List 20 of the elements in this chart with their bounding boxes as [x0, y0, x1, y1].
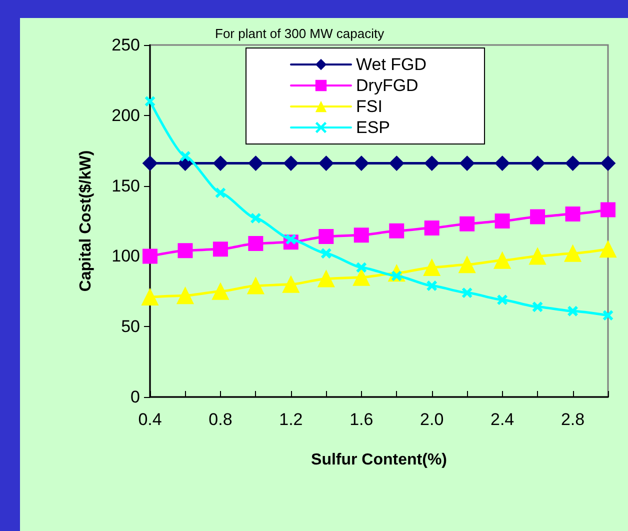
- y-tick-label: 100: [112, 246, 140, 266]
- y-axis-title: Capital Cost($/kW): [78, 150, 94, 292]
- x-tick-label: 2.0: [420, 410, 444, 429]
- chart-title: For plant of 300 MW capacity: [215, 26, 385, 41]
- legend-label: DryFGD: [356, 76, 418, 95]
- legend-label: FSI: [356, 97, 382, 116]
- y-tick-label: 200: [112, 106, 140, 125]
- x-tick-label: 1.6: [350, 410, 374, 429]
- y-tick-label: 0: [130, 388, 140, 406]
- x-tick-label: 2.8: [560, 410, 585, 429]
- y-tick-label: 150: [112, 176, 140, 196]
- legend-label: Wet FGD: [356, 55, 427, 74]
- y-tick-label: 250: [112, 36, 140, 54]
- x-tick-label: 2.4: [490, 410, 514, 429]
- y-tick-label: 50: [121, 317, 140, 336]
- legend-label: ESP: [356, 118, 390, 137]
- x-tick-label: 0.4: [138, 410, 162, 429]
- x-tick-label: 0.8: [208, 410, 232, 429]
- x-tick-label: 1.2: [279, 410, 303, 429]
- x-axis-title: Sulfur Content(%): [311, 452, 447, 468]
